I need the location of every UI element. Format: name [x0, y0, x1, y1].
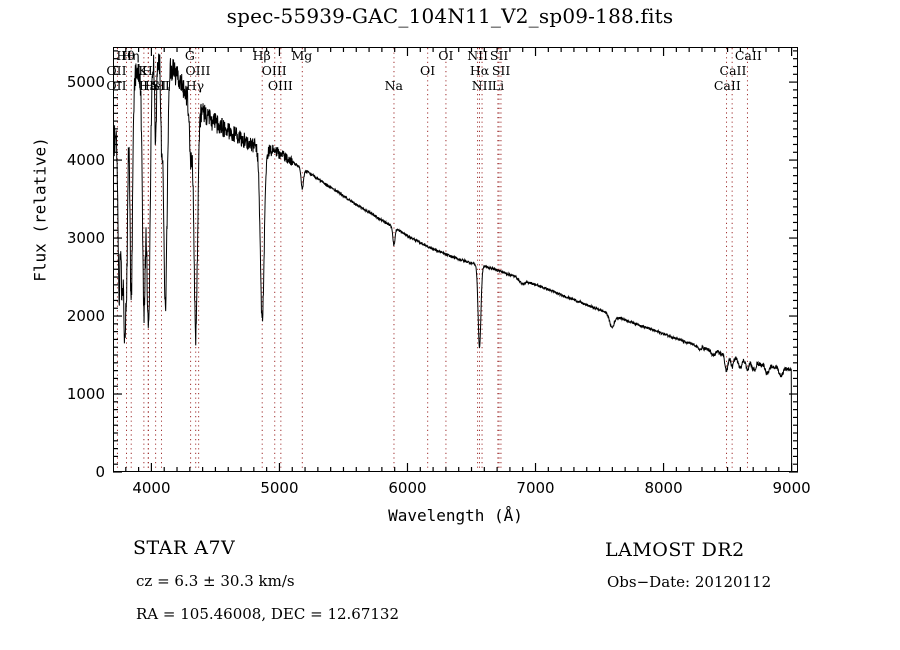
page-title: spec-55939-GAC_104N11_V2_sp09-188.fits [226, 4, 674, 28]
survey-name: LAMOST DR2 [605, 539, 745, 561]
spectral-line-label: NII [467, 48, 489, 63]
spectrum-trace [114, 54, 792, 471]
y-tick-label: 5000 [66, 73, 105, 92]
x-tick-label: 7000 [516, 479, 555, 497]
spectral-line-label: CaII [713, 78, 741, 93]
spectral-line-label: Mg [291, 48, 313, 63]
spectral-line-label: OI [438, 48, 454, 63]
spectral-line-label: OIII [261, 63, 287, 78]
spectral-line-label: CaII [719, 63, 747, 78]
object-type-and-class: STAR A7V [133, 537, 236, 559]
y-tick-label: 3000 [66, 229, 105, 248]
x-axis-title: Wavelength (Å) [388, 506, 523, 525]
y-tick-label: 1000 [66, 385, 105, 404]
radial-velocity-value: cz = 6.3 ± 30.3 km/s [136, 572, 295, 590]
spectral-line-label: Li [491, 78, 505, 93]
spectral-line-label: G [184, 48, 195, 63]
spectral-line-label: Hθ [116, 48, 135, 63]
spectral-line-label: HeI [143, 78, 167, 93]
y-tick-label: 4000 [66, 151, 105, 170]
observation-date: Obs−Date: 20120112 [607, 573, 772, 591]
x-tick-label: 6000 [388, 479, 427, 497]
spectral-line-label: SII [151, 78, 170, 93]
plot-area [113, 47, 798, 472]
y-tick-label: 2000 [66, 307, 105, 326]
spectral-line-label: OIII [185, 63, 211, 78]
spectral-line-label: SII [489, 48, 509, 63]
spectral-line-label: OII [106, 63, 127, 78]
spectral-line-label: NII [471, 78, 493, 93]
spectral-line-label: CaII [734, 48, 762, 63]
spectral-line-label: OI [419, 63, 436, 78]
spectrum-canvas [114, 48, 797, 471]
x-tick-label: 4000 [132, 479, 171, 497]
y-axis-title: Flux (relative) [30, 137, 50, 282]
x-tick-label: 5000 [260, 479, 299, 497]
spectral-line-label: SII [491, 63, 511, 78]
y-tick-label: 0 [95, 463, 105, 481]
x-tick-label: 8000 [644, 479, 683, 497]
spectral-line-label: Hη [121, 48, 140, 63]
spectral-line-label: H [141, 63, 153, 78]
spectral-line-label: Hε [138, 78, 157, 93]
spectral-line-label: Hβ [252, 48, 271, 63]
spectral-line-label: Na [384, 78, 403, 93]
spectral-line-label: OII [106, 78, 127, 93]
spectral-line-label: K [138, 63, 148, 78]
spectral-line-label: OIII [267, 78, 293, 93]
line-marker-guides [117, 48, 747, 471]
spectral-line-label: Hα [469, 63, 490, 78]
x-tick-label: 9000 [772, 479, 811, 497]
spectral-line-label: Hγ [185, 78, 205, 93]
coordinates-value: RA = 105.46008, DEC = 12.67132 [136, 605, 400, 623]
